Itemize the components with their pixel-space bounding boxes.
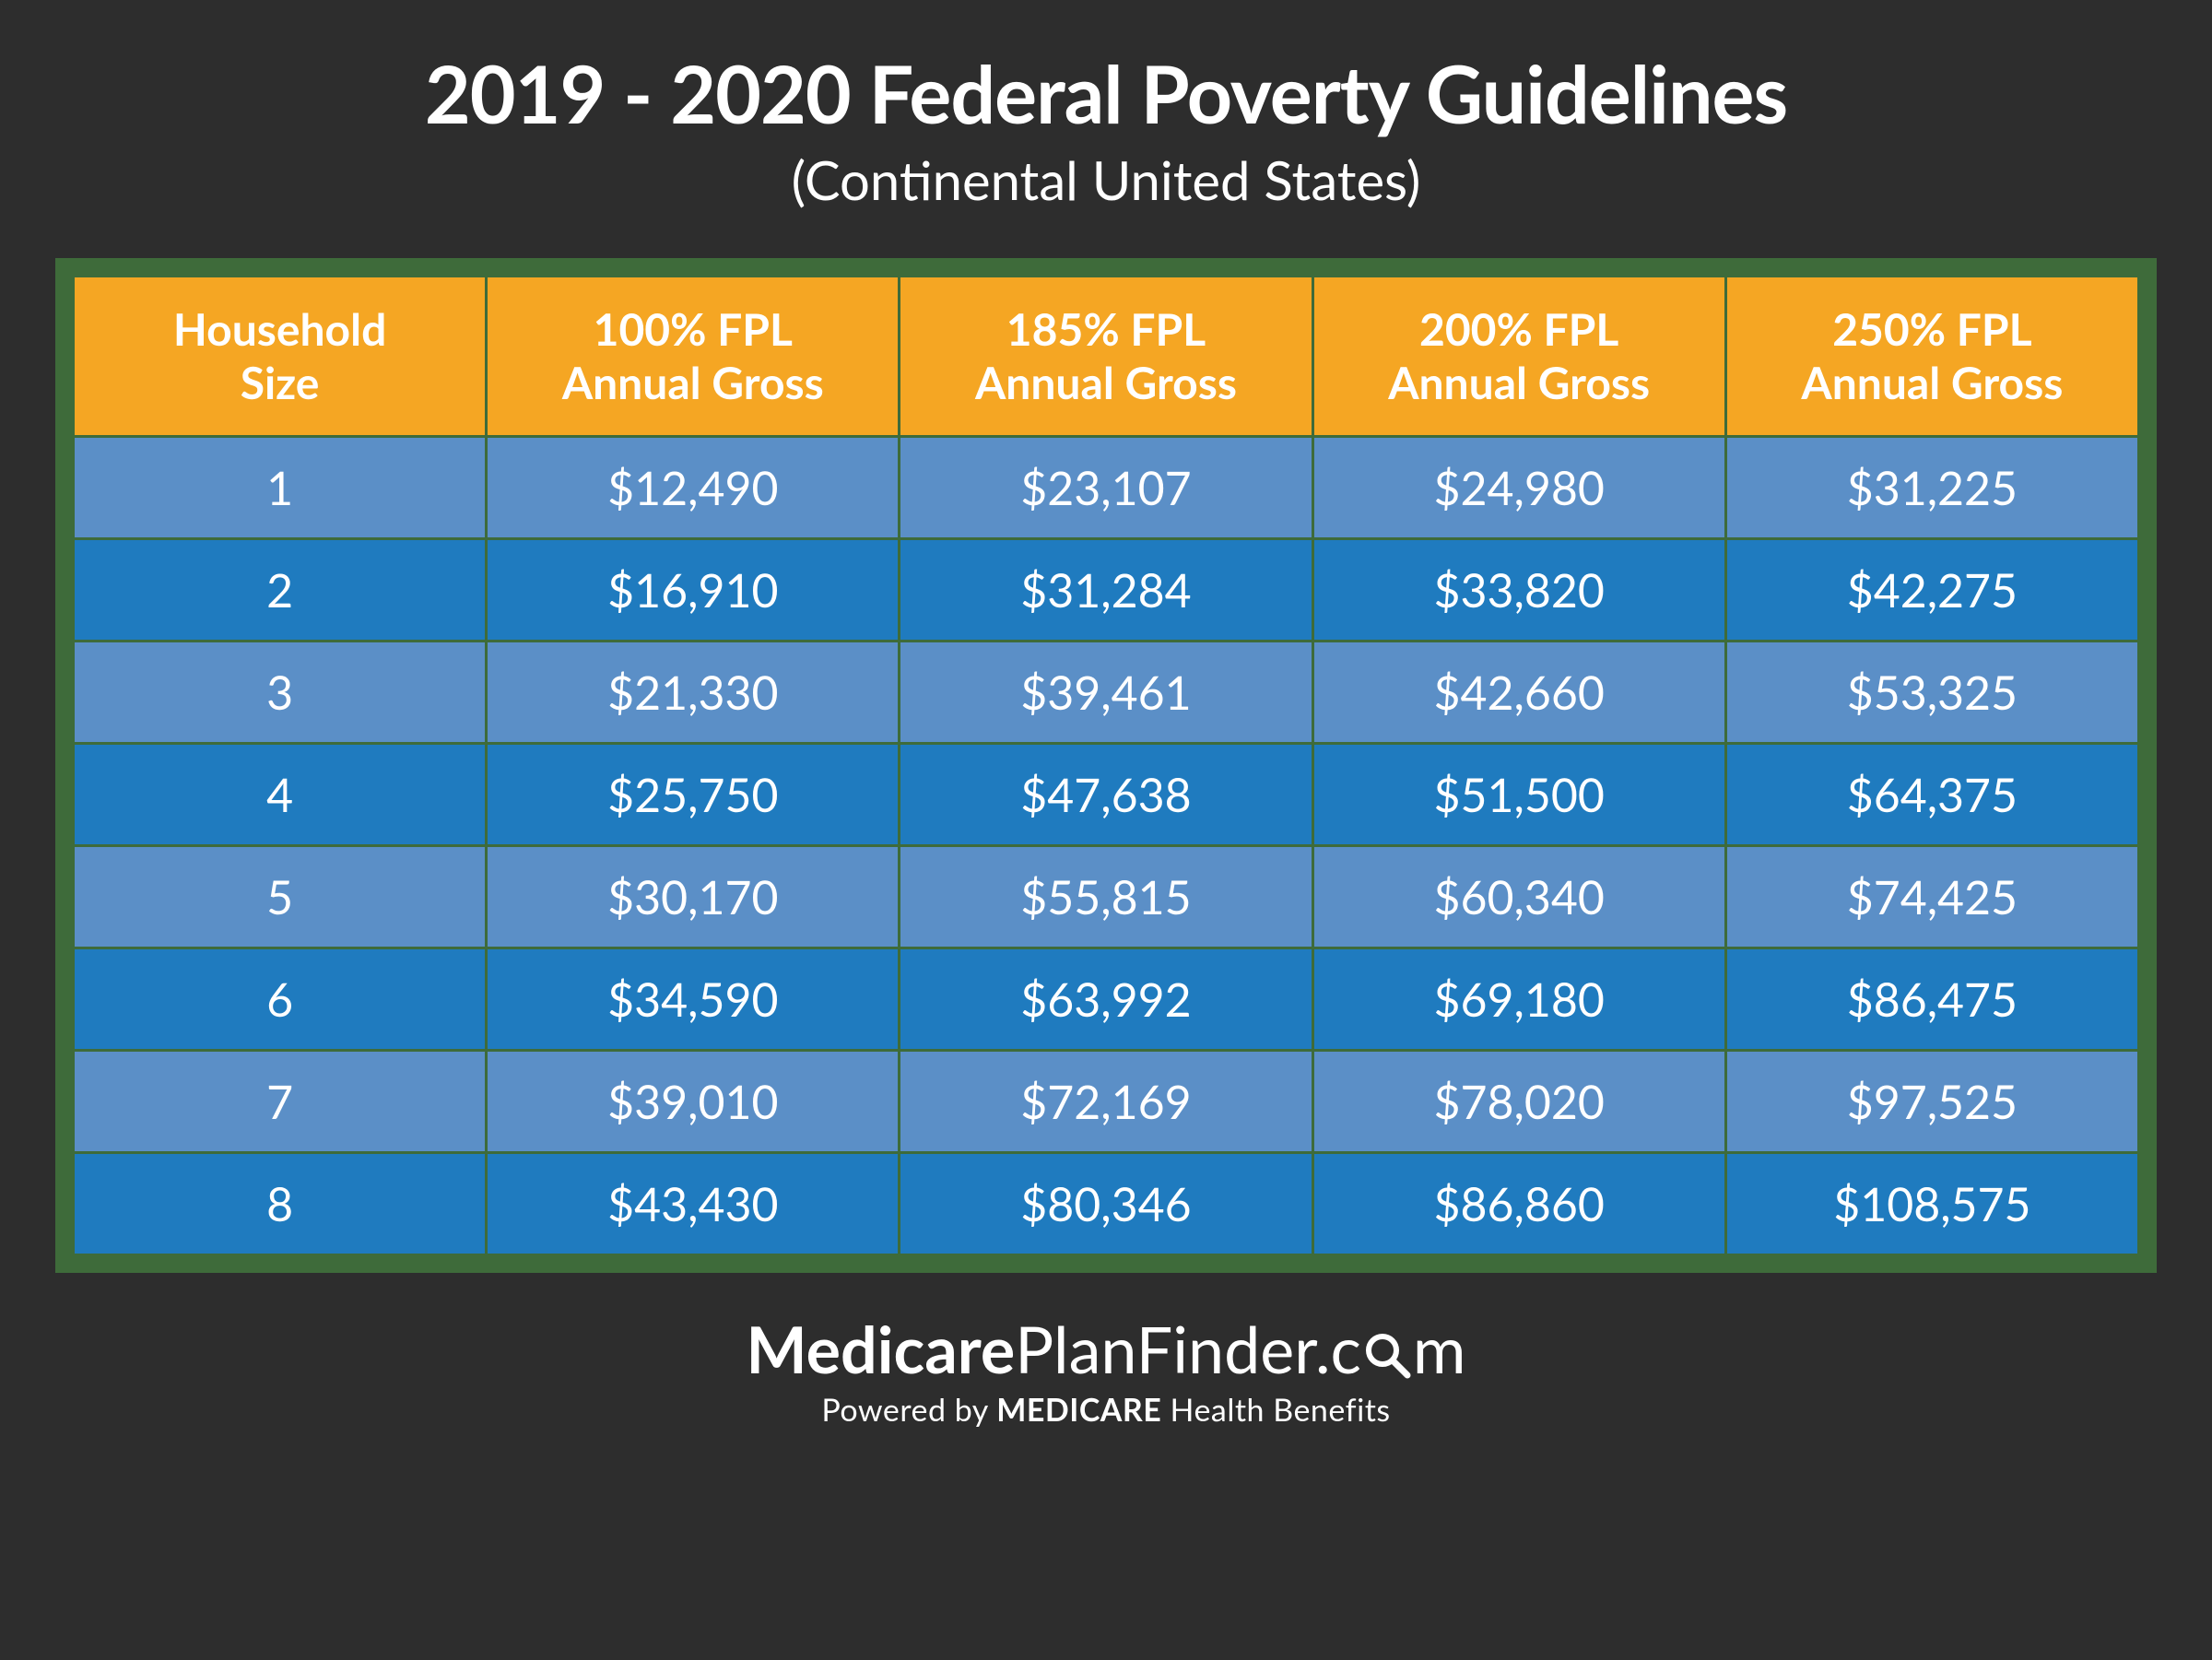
table-cell: $33,820 <box>1314 540 1724 640</box>
table-cell: $30,170 <box>488 847 898 947</box>
table-cell: 6 <box>75 949 485 1049</box>
column-header-1: 100% FPLAnnual Gross <box>488 277 898 435</box>
table-cell: $43,430 <box>488 1154 898 1254</box>
column-header-3: 200% FPLAnnual Gross <box>1314 277 1724 435</box>
table-cell: $24,980 <box>1314 438 1724 537</box>
table-cell: 2 <box>75 540 485 640</box>
table-header-row: HouseholdSize100% FPLAnnual Gross185% FP… <box>75 277 2137 435</box>
fpl-table: HouseholdSize100% FPLAnnual Gross185% FP… <box>72 275 2140 1256</box>
table-container: HouseholdSize100% FPLAnnual Gross185% FP… <box>55 258 2157 1273</box>
table-cell: $31,284 <box>900 540 1311 640</box>
table-row: 8$43,430$80,346$86,860$108,575 <box>75 1154 2137 1254</box>
table-cell: $53,325 <box>1727 642 2137 742</box>
table-cell: 4 <box>75 745 485 844</box>
brand-text-1: PlanFinder.c <box>1015 1310 1361 1387</box>
table-row: 5$30,170$55,815$60,340$74,425 <box>75 847 2137 947</box>
table-cell: $21,330 <box>488 642 898 742</box>
table-body: 1$12,490$23,107$24,980$31,2252$16,910$31… <box>75 438 2137 1254</box>
table-row: 3$21,330$39,461$42,660$53,325 <box>75 642 2137 742</box>
tagline: Powered by MEDICARE Health Benefits <box>0 1391 2212 1429</box>
table-cell: $86,860 <box>1314 1154 1724 1254</box>
table-cell: $63,992 <box>900 949 1311 1049</box>
table-cell: $74,425 <box>1727 847 2137 947</box>
table-cell: $64,375 <box>1727 745 2137 844</box>
table-row: 7$39,010$72,169$78,020$97,525 <box>75 1052 2137 1151</box>
table-cell: $97,525 <box>1727 1052 2137 1151</box>
table-cell: $51,500 <box>1314 745 1724 844</box>
table-cell: $25,750 <box>488 745 898 844</box>
table-cell: $47,638 <box>900 745 1311 844</box>
brand-text-2: m <box>1413 1310 1466 1387</box>
table-cell: $55,815 <box>900 847 1311 947</box>
table-row: 1$12,490$23,107$24,980$31,225 <box>75 438 2137 537</box>
table-cell: $69,180 <box>1314 949 1724 1049</box>
table-row: 6$34,590$63,992$69,180$86,475 <box>75 949 2137 1049</box>
table-cell: $42,660 <box>1314 642 1724 742</box>
tagline-bold: MEDICARE <box>996 1391 1161 1429</box>
table-cell: $60,340 <box>1314 847 1724 947</box>
title-block: 2019 - 2020 Federal Poverty Guidelines (… <box>0 0 2212 240</box>
table-cell: 7 <box>75 1052 485 1151</box>
table-cell: $34,590 <box>488 949 898 1049</box>
tagline-prefix: Powered by <box>821 1391 996 1429</box>
footer: MedicarePlanFinder.c m Powered by MEDICAR… <box>0 1310 2212 1466</box>
table-cell: $23,107 <box>900 438 1311 537</box>
page-subtitle: (Continental United States) <box>37 148 2175 212</box>
table-cell: 5 <box>75 847 485 947</box>
column-header-0: HouseholdSize <box>75 277 485 435</box>
column-header-4: 250% FPLAnnual Gross <box>1727 277 2137 435</box>
table-cell: $12,490 <box>488 438 898 537</box>
column-header-2: 185% FPLAnnual Gross <box>900 277 1311 435</box>
table-cell: 8 <box>75 1154 485 1254</box>
table-cell: $108,575 <box>1727 1154 2137 1254</box>
brand-bold: Medicare <box>747 1310 1016 1387</box>
table-cell: 1 <box>75 438 485 537</box>
table-cell: $78,020 <box>1314 1052 1724 1151</box>
tagline-rest: Health Benefits <box>1161 1391 1390 1429</box>
table-row: 2$16,910$31,284$33,820$42,275 <box>75 540 2137 640</box>
table-cell: $80,346 <box>900 1154 1311 1254</box>
table-cell: $31,225 <box>1727 438 2137 537</box>
table-cell: 3 <box>75 642 485 742</box>
table-cell: $39,461 <box>900 642 1311 742</box>
brand-logo: MedicarePlanFinder.c m <box>747 1310 1466 1387</box>
table-cell: $72,169 <box>900 1052 1311 1151</box>
table-header: HouseholdSize100% FPLAnnual Gross185% FP… <box>75 277 2137 435</box>
table-row: 4$25,750$47,638$51,500$64,375 <box>75 745 2137 844</box>
page-title: 2019 - 2020 Federal Poverty Guidelines <box>37 46 2175 141</box>
table-cell: $42,275 <box>1727 540 2137 640</box>
table-cell: $39,010 <box>488 1052 898 1151</box>
table-cell: $86,475 <box>1727 949 2137 1049</box>
table-cell: $16,910 <box>488 540 898 640</box>
magnifier-icon <box>1363 1315 1411 1363</box>
